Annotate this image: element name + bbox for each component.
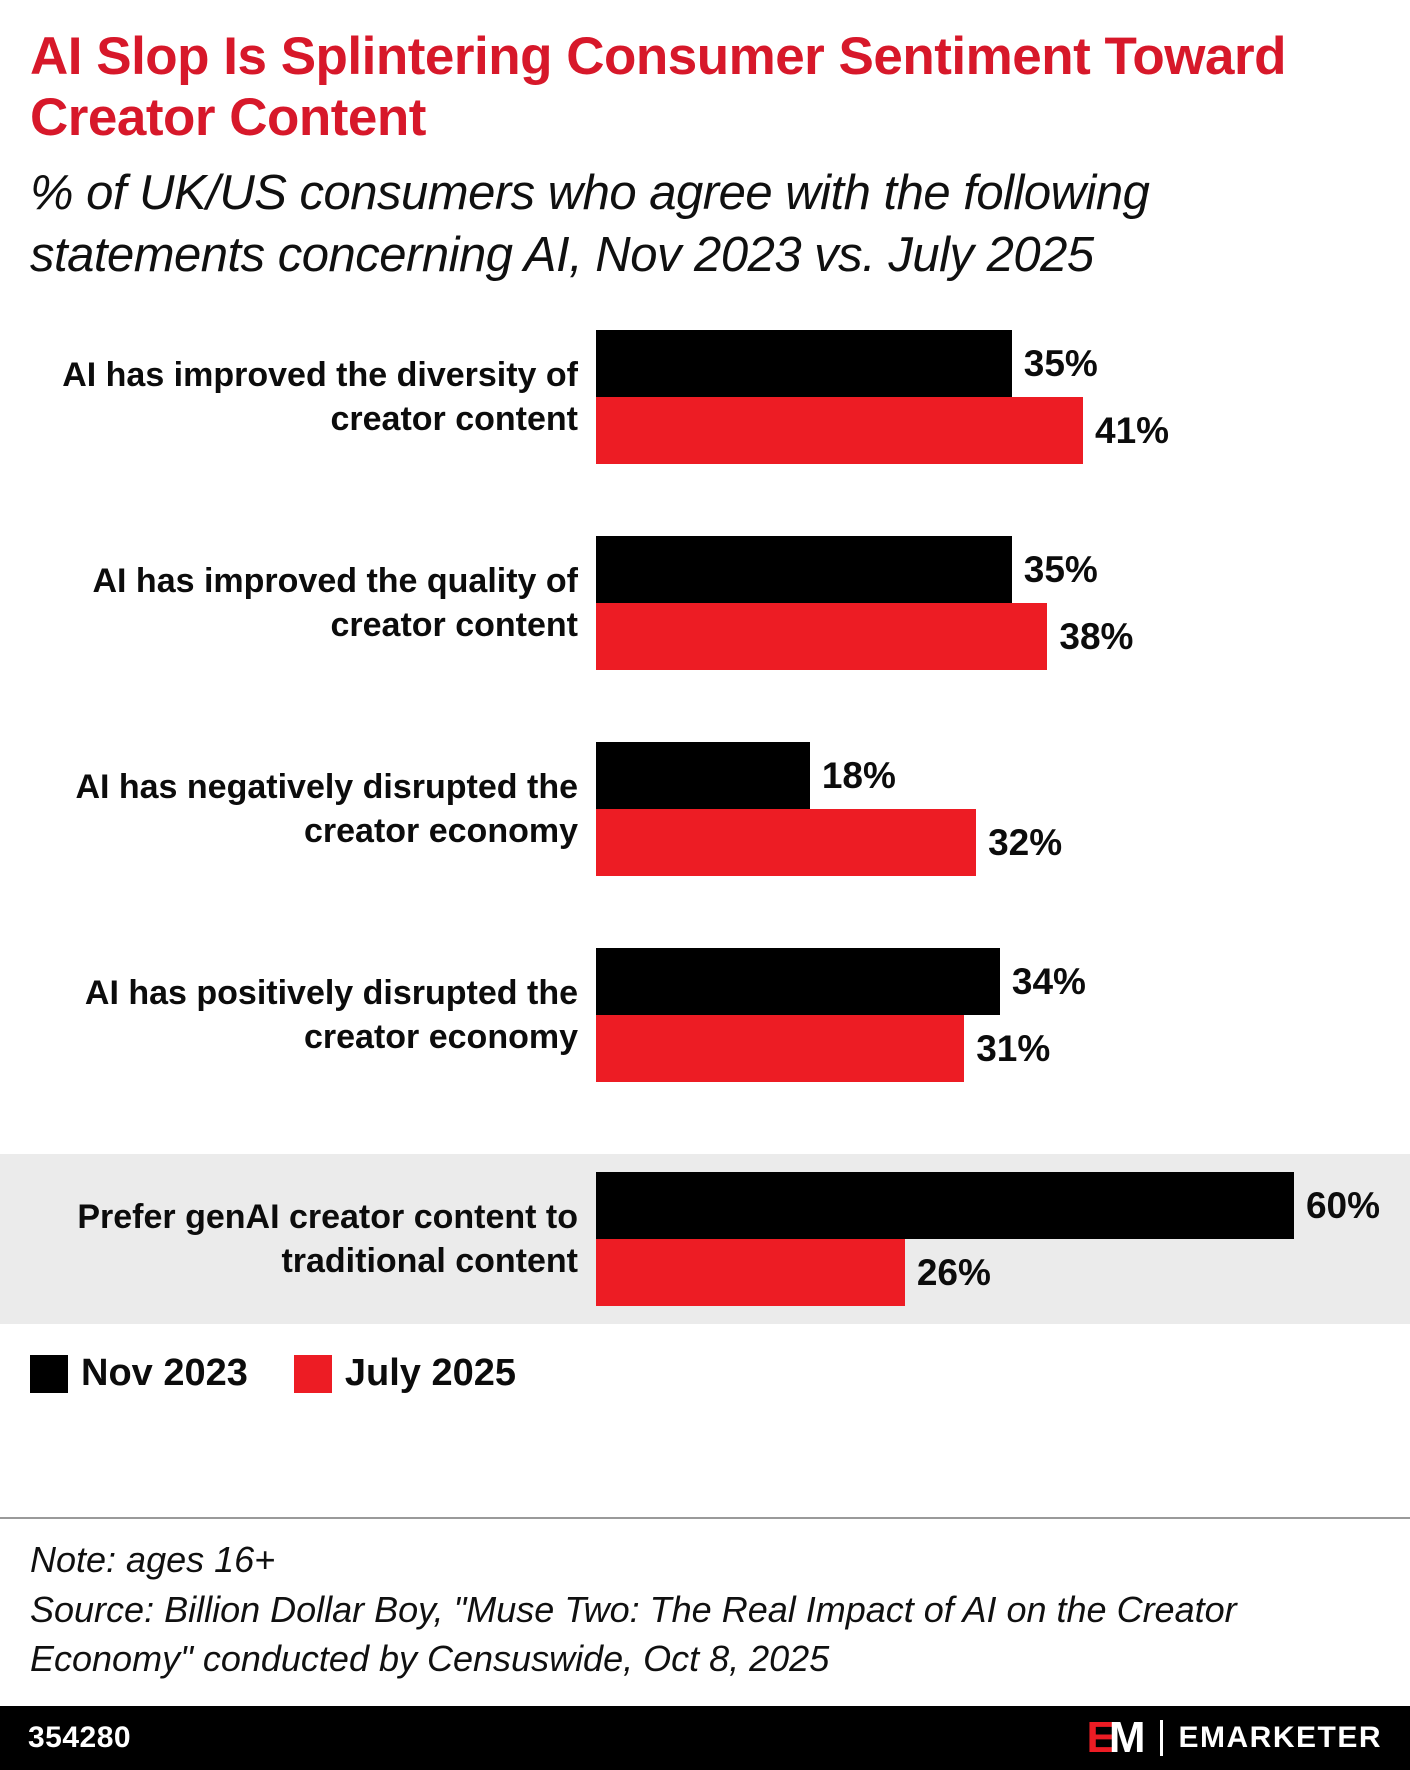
value-label: 38% — [1059, 615, 1134, 657]
bar-group: 34% 31% — [596, 948, 1380, 1083]
chart-row-prefer-genai-highlighted: Prefer genAI creator content to traditio… — [0, 1154, 1410, 1325]
bar-group: 35% 41% — [596, 330, 1380, 465]
bar-line-july-2025: 32% — [596, 809, 1380, 877]
bar-nov-2023 — [596, 536, 1012, 604]
bar-july-2025 — [596, 397, 1084, 465]
bar-line-nov-2023: 18% — [596, 742, 1380, 810]
logo-letter-e: E — [1086, 1713, 1116, 1762]
chart-title: AI Slop Is Splintering Consumer Sentimen… — [30, 27, 1286, 148]
category-label: AI has positively disrupted the creator … — [84, 973, 578, 1057]
bar-nov-2023 — [596, 1172, 1294, 1240]
bar-line-nov-2023: 34% — [596, 948, 1380, 1016]
source-text: Source: Billion Dollar Boy, "Muse Two: T… — [30, 1588, 1237, 1680]
value-label: 60% — [1305, 1184, 1380, 1226]
value-label: 41% — [1095, 409, 1170, 451]
bar-july-2025 — [596, 1015, 965, 1083]
legend-item-nov-2023: Nov 2023 — [30, 1352, 248, 1395]
bar-line-july-2025: 31% — [596, 1015, 1380, 1083]
category-label: AI has improved the diversity of creator… — [62, 355, 578, 439]
chart-footer-section: Note: ages 16+ Source: Billion Dollar Bo… — [0, 1516, 1410, 1770]
bar-group: 35% 38% — [596, 536, 1380, 671]
bar-july-2025 — [596, 603, 1048, 671]
bar-nov-2023 — [596, 948, 1000, 1016]
legend-label: July 2025 — [344, 1352, 517, 1395]
brand-wordmark: EMARKETER — [1178, 1721, 1382, 1754]
bar-group: 60% 26% — [596, 1172, 1380, 1307]
legend-swatch-july-2025 — [293, 1354, 332, 1393]
value-label: 26% — [916, 1251, 991, 1293]
bar-july-2025 — [596, 809, 977, 877]
bar-chart: AI has improved the diversity of creator… — [0, 330, 1410, 1325]
legend-swatch-nov-2023 — [30, 1354, 68, 1393]
note-text: Note: ages 16+ — [30, 1538, 276, 1580]
bar-line-july-2025: 41% — [596, 397, 1380, 465]
chart-row-diversity: AI has improved the diversity of creator… — [30, 330, 1380, 465]
legend-label: Nov 2023 — [81, 1352, 248, 1395]
bar-line-nov-2023: 35% — [596, 536, 1380, 604]
chart-row-positively-disrupted: AI has positively disrupted the creator … — [30, 948, 1380, 1083]
chart-legend: Nov 2023 July 2025 — [30, 1352, 1380, 1395]
category-label: AI has improved the quality of creator c… — [92, 561, 578, 645]
value-label: 31% — [976, 1027, 1051, 1069]
chart-subtitle: % of UK/US consumers who agree with the … — [30, 165, 1150, 282]
value-label: 34% — [1011, 960, 1086, 1002]
bar-line-july-2025: 38% — [596, 603, 1380, 671]
value-label: 32% — [988, 821, 1063, 863]
brand-divider — [1160, 1720, 1164, 1756]
value-label: 35% — [1023, 342, 1098, 384]
chart-row-negatively-disrupted: AI has negatively disrupted the creator … — [30, 742, 1380, 877]
bar-nov-2023 — [596, 330, 1012, 398]
category-label: Prefer genAI creator content to traditio… — [77, 1197, 578, 1281]
category-label: AI has negatively disrupted the creator … — [75, 767, 578, 851]
bar-line-nov-2023: 35% — [596, 330, 1380, 398]
bar-nov-2023 — [596, 742, 810, 810]
value-label: 35% — [1023, 548, 1098, 590]
chart-row-quality: AI has improved the quality of creator c… — [30, 536, 1380, 671]
bar-line-july-2025: 26% — [596, 1239, 1380, 1307]
bar-group: 18% 32% — [596, 742, 1380, 877]
bar-july-2025 — [596, 1239, 905, 1307]
logo-letter-m: M — [1108, 1713, 1146, 1762]
bar-line-nov-2023: 60% — [596, 1172, 1380, 1240]
chart-id: 354280 — [28, 1721, 132, 1754]
chart-content: AI Slop Is Splintering Consumer Sentimen… — [0, 27, 1410, 1395]
value-label: 18% — [821, 754, 896, 796]
legend-item-july-2025: July 2025 — [293, 1352, 517, 1395]
notes-block: Note: ages 16+ Source: Billion Dollar Bo… — [0, 1516, 1410, 1706]
